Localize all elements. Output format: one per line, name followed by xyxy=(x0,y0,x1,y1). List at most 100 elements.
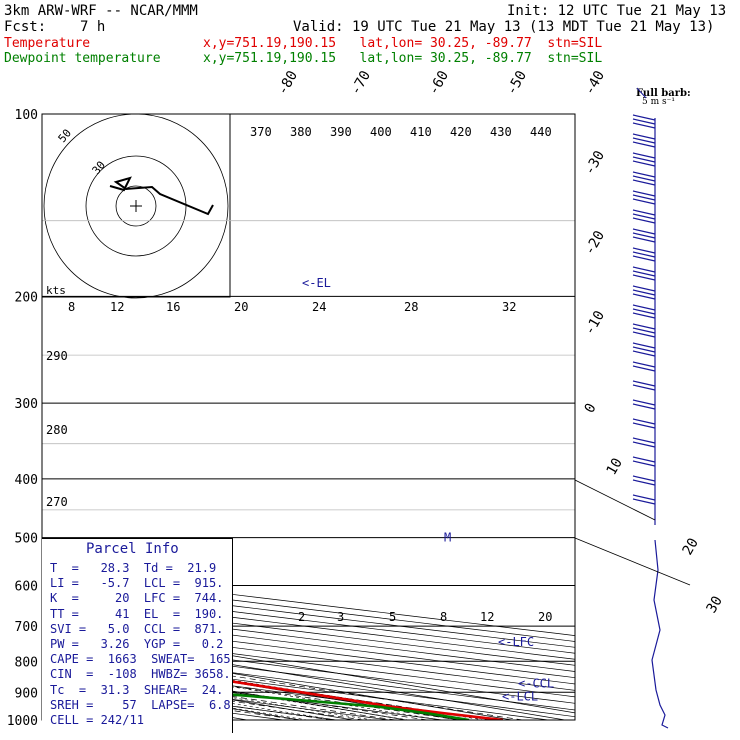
hodograph-kts-label: kts xyxy=(46,284,66,297)
hodograph-ring xyxy=(115,185,157,227)
mixing-ratio-label: 28 xyxy=(404,300,418,314)
parcel-info-row: LI = -5.7 LCL = 915. xyxy=(50,576,224,591)
dry-adiabat-line xyxy=(42,641,575,711)
wind-barb xyxy=(632,304,656,311)
dewpoint-legend-label: Dewpoint temperature xyxy=(4,51,161,66)
theta-label: 430 xyxy=(490,125,512,139)
wind-barb xyxy=(632,293,656,300)
wind-barb xyxy=(632,122,656,129)
hodograph-trace xyxy=(109,176,214,216)
isotherm-label: -70 xyxy=(348,68,375,98)
mixing-ratio-label: 20 xyxy=(538,610,552,624)
theta-label: 420 xyxy=(450,125,472,139)
isotherm-label: -60 xyxy=(426,68,453,98)
parcel-info-row: T = 28.3 Td = 21.9 xyxy=(50,561,217,575)
wind-barb xyxy=(632,456,656,463)
wind-barb xyxy=(632,118,656,125)
dry-adiabat-line xyxy=(42,610,575,679)
wind-barb xyxy=(632,209,656,216)
pressure-tick-label: 600 xyxy=(15,580,38,595)
isotherm-label: 30 xyxy=(704,593,726,616)
wind-barb xyxy=(632,350,656,357)
theta-label: 400 xyxy=(370,125,392,139)
wind-barb xyxy=(632,266,656,273)
wind-barb xyxy=(632,175,656,182)
theta-label: 390 xyxy=(330,125,352,139)
wind-barb xyxy=(632,380,656,387)
mixing-ratio-label: 24 xyxy=(312,300,326,314)
forecast-label: Fcst: xyxy=(4,19,47,35)
pressure-tick-label: 1000 xyxy=(7,714,38,729)
parcel-info-row: TT = 41 EL = 190. xyxy=(50,606,224,621)
wind-barb xyxy=(632,494,656,501)
theta-label: 440 xyxy=(530,125,552,139)
mixing-ratio-label: 3 xyxy=(337,610,344,624)
pressure-tick-label: 300 xyxy=(15,397,38,412)
plot-frame xyxy=(41,113,576,721)
parcel-info-row: CAPE = 1663 SWEAT= 165 xyxy=(50,652,231,667)
parcel-info-row: SREH = 57 LAPSE= 6.8 xyxy=(50,697,231,712)
wind-barb xyxy=(632,384,656,391)
dry-adiabat-line xyxy=(42,622,575,691)
wind-barb xyxy=(632,460,656,467)
wind-barb xyxy=(632,441,656,448)
wind-barb xyxy=(632,479,656,486)
theta-low-label: 270 xyxy=(46,495,68,509)
wind-barb xyxy=(632,308,656,315)
mixing-ratio-line xyxy=(42,667,373,720)
dry-adiabat-line xyxy=(42,647,575,718)
wind-barb xyxy=(632,198,656,205)
wind-barb xyxy=(632,232,656,239)
wind-barb xyxy=(632,114,656,121)
wind-barb xyxy=(632,255,656,262)
low-level-wind-trace xyxy=(651,539,669,729)
wind-barb xyxy=(632,236,656,243)
pressure-tick-label: 500 xyxy=(15,532,38,547)
wind-barb xyxy=(632,213,656,220)
wind-barb xyxy=(632,251,656,258)
parcel-info-panel: Parcel Info T = 28.3 Td = 21.9 LI = -5.7 … xyxy=(42,538,233,733)
wind-barb xyxy=(632,346,656,353)
theta-label: 410 xyxy=(410,125,432,139)
wind-barb xyxy=(632,289,656,296)
parcel-info-row: SVI = 5.0 CCL = 871. xyxy=(50,621,224,636)
isotherm-label: 20 xyxy=(680,535,702,558)
valid-time: Valid: 19 UTC Tue 21 May 13 (13 MDT Tue … xyxy=(293,19,715,35)
mixing-ratio-label: 12 xyxy=(480,610,494,624)
wind-panel-edge xyxy=(574,479,656,521)
wind-barb xyxy=(632,418,656,425)
parcel-info-row: CELL = 242/11 xyxy=(50,713,144,727)
parcel-info-title: Parcel Info xyxy=(86,541,179,557)
wind-barb xyxy=(632,331,656,338)
wind-barb xyxy=(632,194,656,201)
pressure-tick-label: 800 xyxy=(15,655,38,670)
mixing-ratio-label: 8 xyxy=(68,300,75,314)
wind-barb xyxy=(632,399,656,406)
wind-barb xyxy=(632,133,656,140)
moist-adiabat-line xyxy=(42,646,523,720)
parcel-info-row: K = 20 LFC = 744. xyxy=(50,591,224,606)
wind-barb xyxy=(632,285,656,292)
wind-barb xyxy=(632,274,656,281)
wind-barb xyxy=(632,323,656,330)
isotherm-label: -40 xyxy=(582,68,609,98)
temperature-legend-label: Temperature xyxy=(4,36,91,51)
wind-barb xyxy=(632,342,656,349)
isotherm-label: 0 xyxy=(582,401,600,416)
wind-panel-edge xyxy=(574,537,691,586)
level-annotation: <-LFC xyxy=(498,635,534,649)
wind-barb xyxy=(632,179,656,186)
parcel-info-row: PW = 3.26 YGP = 0.2 xyxy=(50,637,224,651)
wind-barb xyxy=(632,152,656,159)
isotherm-label: -80 xyxy=(275,68,302,98)
parcel-info-row: CIN = -108 HWBZ= 3658. xyxy=(50,667,231,682)
theta-label: 370 xyxy=(250,125,272,139)
wind-barb xyxy=(632,217,656,224)
wind-barb xyxy=(632,228,656,235)
wind-barb xyxy=(632,312,656,319)
pressure-tick-label: 700 xyxy=(15,620,38,635)
wind-barb xyxy=(632,171,656,178)
init-time: Init: 12 UTC Tue 21 May 13 xyxy=(507,3,727,19)
wind-barb xyxy=(632,190,656,197)
